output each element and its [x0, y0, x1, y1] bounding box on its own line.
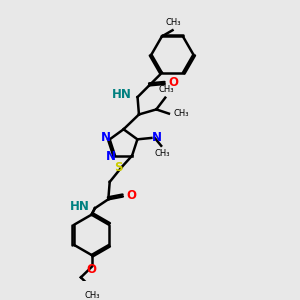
Text: N: N — [106, 150, 116, 163]
Text: CH₃: CH₃ — [158, 85, 174, 94]
Text: N: N — [152, 131, 162, 144]
Text: N: N — [101, 131, 111, 144]
Text: O: O — [127, 189, 136, 202]
Text: O: O — [168, 76, 178, 89]
Text: CH₃: CH₃ — [154, 149, 170, 158]
Text: HN: HN — [112, 88, 131, 101]
Text: CH₃: CH₃ — [85, 291, 100, 300]
Text: CH₃: CH₃ — [166, 18, 181, 27]
Text: O: O — [86, 263, 97, 276]
Text: CH₃: CH₃ — [173, 109, 189, 118]
Text: HN: HN — [69, 200, 89, 213]
Text: S: S — [114, 160, 122, 174]
